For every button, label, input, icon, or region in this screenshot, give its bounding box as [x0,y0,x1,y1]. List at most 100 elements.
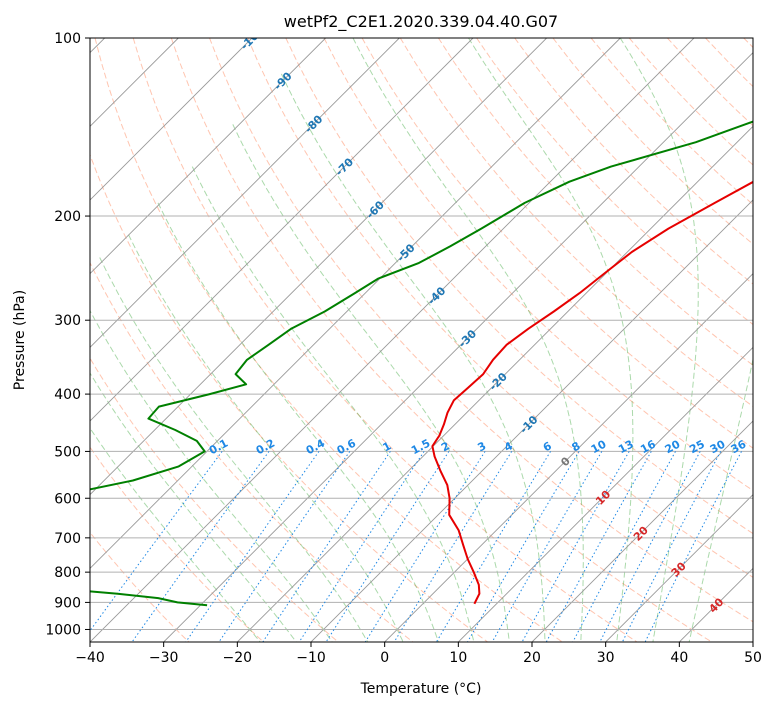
isotherm-label: 10 [593,488,613,508]
x-axis-title: Temperature (°C) [360,681,482,697]
mixing-ratio-label: 8 [570,439,583,454]
mixing-ratio-line [644,451,742,642]
isotherm [679,567,753,642]
isotherm-label: 30 [669,559,689,579]
moist-adiabat [99,257,369,642]
dry-adiabat [743,38,753,49]
mixing-ratio-line [325,451,450,642]
dry-adiabat [667,38,753,127]
isotherm [90,38,474,422]
mixing-ratio-line [435,451,552,642]
mixing-ratio-line [218,451,351,642]
dry-adiabat [132,38,638,642]
mixing-ratio-line [491,451,603,642]
moist-adiabat [352,38,584,642]
chart-title: wetPf2_C2E1.2020.339.04.40.G07 [284,12,558,32]
moist-adiabat [191,166,475,642]
mixing-ratio-line [364,451,486,642]
mixing-ratio-line [262,451,391,642]
isotherm [163,52,753,642]
mixing-ratio-label: 1 [381,439,394,454]
plot-frame [89,37,754,643]
in-plot-labels: 0.1 0.2 0.4 0.6 1 1.5 2 3 4 6 8 10 13 16 20 25 30 36-100-… [207,38,749,616]
isotherm [90,38,326,275]
x-tick-label: 40 [670,650,688,666]
isotherm [90,38,621,569]
mixing-ratio-line [467,451,580,642]
mixing-ratio-line [393,451,513,642]
dry-adiabat [90,357,339,642]
moist-adiabat [157,202,439,642]
mixing-ratio-label: 0.4 [304,436,328,457]
x-tick-label: 10 [449,650,467,666]
isotherm [531,420,753,642]
x-tick-label: 50 [744,650,762,666]
mixing-ratio-label: 30 [708,437,728,456]
dry-adiabat [285,38,753,535]
mixing-ratio-line [131,451,270,642]
y-tick-label: 300 [54,313,81,329]
mixing-ratio-line [185,451,320,642]
isotherm [237,125,753,642]
dry-adiabat [90,261,414,642]
isotherm [384,273,753,642]
mixing-ratio-line [545,451,652,642]
moist-adiabat [128,234,404,642]
y-tick-label: 100 [54,31,81,47]
y-tick-label: 800 [54,565,81,581]
isotherm [90,38,253,201]
mixing-ratio-line [572,451,676,642]
dry-adiabat [552,38,753,245]
x-tick-label: −10 [296,650,326,666]
mixing-ratio-line [621,451,722,642]
dry-adiabat [590,38,753,206]
moist-adiabat [619,38,699,642]
isotherm-label: -10 [517,413,540,436]
dry-adiabat [90,531,190,642]
mixing-ratio-label: 13 [616,438,636,457]
dry-adiabat [94,38,563,642]
y-tick-label: 200 [54,209,81,225]
isotherm [90,38,547,496]
moist-adiabat [90,427,261,642]
isotherm [458,346,753,642]
dry-adiabat [437,38,753,366]
moist-adiabat [90,309,333,642]
dry-adiabat [705,38,753,88]
dry-adiabat [361,38,753,449]
y-axis-title: Pressure (hPa) [12,290,28,390]
series-layer [90,120,753,607]
isotherm-label: -90 [271,69,294,92]
mixing-ratio-label: 4 [502,439,515,454]
mixing-ratio-label: 36 [729,437,749,456]
dry-adiabat [90,446,264,642]
dry-adiabat [247,38,753,578]
x-tick-label: 20 [523,650,541,666]
y-tick-label: 500 [54,444,81,460]
temperature-profile [431,180,753,605]
isotherm [752,641,753,642]
mixing-ratio-line [521,451,630,642]
x-tick-label: −20 [223,650,253,666]
isotherm [605,494,753,642]
moist-adiabat [280,73,546,642]
y-tick-label: 600 [54,491,81,507]
mixing-ratio-line [90,451,223,632]
x-tick-label: 30 [597,650,615,666]
x-tick-label: −40 [75,650,105,666]
moist-adiabat [468,38,634,642]
dry-adiabat [90,153,488,642]
mixing-ratio-line [599,451,701,642]
mixing-ratio-label: 20 [663,437,683,456]
mixing-ratio-label: 0.6 [335,436,359,457]
mixing-ratio-label: 25 [687,438,707,457]
x-tick-label: −30 [149,650,179,666]
y-tick-label: 700 [54,531,81,547]
dry-adiabat [399,38,753,408]
dry-adiabat [323,38,753,492]
mixing-ratio-label: 1.5 [409,437,432,458]
x-tick-label: 0 [380,650,389,666]
mixing-ratio-label: 16 [638,437,658,456]
isotherm-label: -20 [487,370,510,393]
